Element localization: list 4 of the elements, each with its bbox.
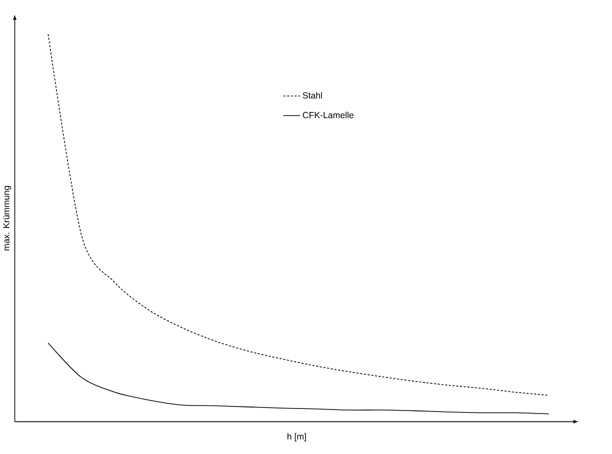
legend-label: CFK-Lamelle — [302, 112, 354, 118]
legend-label: Stahl — [302, 92, 322, 99]
y-axis-title: max. Krümmung — [3, 186, 12, 250]
x-axis-title: h [m] — [288, 433, 306, 442]
